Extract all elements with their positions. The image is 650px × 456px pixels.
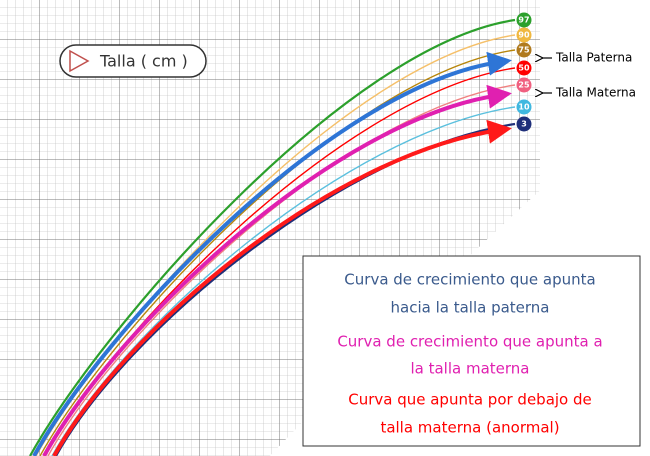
percentile-badges: 97 90 75 50 25 10 3 <box>516 12 532 132</box>
badge-label: 90 <box>518 31 530 40</box>
badge-label: 75 <box>518 46 530 55</box>
badge-label: 3 <box>521 120 527 129</box>
badge-label: 25 <box>518 81 530 90</box>
percentile-line <box>39 49 516 456</box>
play-icon <box>69 49 90 73</box>
legend-text: hacia la talla paterna <box>391 299 550 317</box>
legend-box <box>302 255 641 447</box>
trajectory <box>32 51 512 456</box>
legend-text: talla materna (anormal) <box>380 419 559 437</box>
badge-label: 10 <box>518 103 530 112</box>
label-box <box>59 44 207 78</box>
trajectory <box>52 119 512 456</box>
label: Talla ( cm ) <box>99 52 188 71</box>
legend-text: Curva que apunta por debajo de <box>348 391 592 409</box>
annotation: Talla Paterna <box>555 51 632 65</box>
badge-circle <box>516 60 532 76</box>
badge-circle <box>516 12 532 28</box>
badge-circle <box>516 116 532 132</box>
badge-circle <box>516 27 532 43</box>
percentile-line <box>47 84 516 456</box>
annotation: Talla Materna <box>555 86 636 100</box>
legend-text: la talla materna <box>410 360 529 378</box>
badge-label: 97 <box>518 16 529 25</box>
percentile-curves <box>29 18 516 456</box>
trajectory <box>42 84 512 456</box>
badge-circle <box>516 42 532 58</box>
badge-label: 50 <box>518 64 530 73</box>
badge-circle <box>516 77 532 93</box>
percentile-line <box>29 18 516 456</box>
badge-circle <box>516 99 532 115</box>
legend-text: Curva de crecimiento que apunta <box>344 271 595 289</box>
legend-text: Curva de crecimiento que apunta a <box>337 333 602 351</box>
